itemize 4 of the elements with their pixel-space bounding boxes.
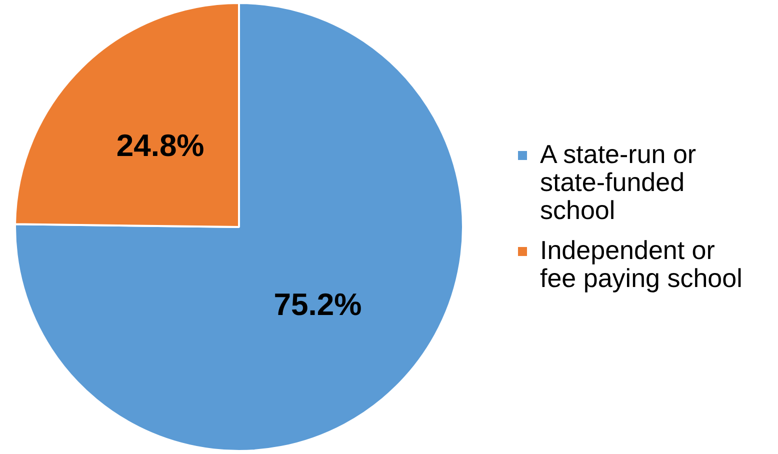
data-label: 75.2%: [274, 287, 362, 322]
legend-label: A state-run or state-funded school: [539, 139, 698, 225]
data-label: 24.8%: [116, 128, 204, 163]
legend-label: Independent or fee paying school: [539, 235, 744, 293]
